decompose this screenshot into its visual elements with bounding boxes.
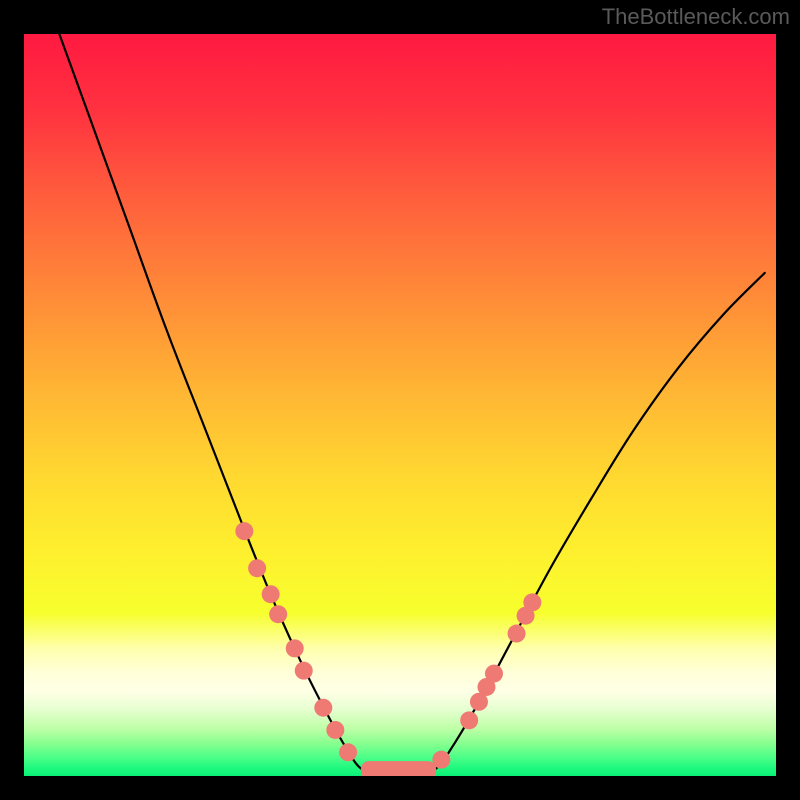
bottleneck-curve-chart: TheBottleneck.com xyxy=(0,0,800,800)
data-point xyxy=(523,593,541,611)
watermark: TheBottleneck.com xyxy=(602,4,790,29)
data-point xyxy=(326,721,344,739)
data-point xyxy=(286,639,304,657)
data-point xyxy=(460,711,478,729)
data-point xyxy=(485,665,503,683)
data-point xyxy=(314,699,332,717)
data-point xyxy=(262,585,280,603)
data-point xyxy=(339,743,357,761)
plot-background xyxy=(24,34,776,776)
data-point xyxy=(508,625,526,643)
data-point xyxy=(235,522,253,540)
data-point xyxy=(269,605,287,623)
data-point xyxy=(295,662,313,680)
data-point xyxy=(248,559,266,577)
